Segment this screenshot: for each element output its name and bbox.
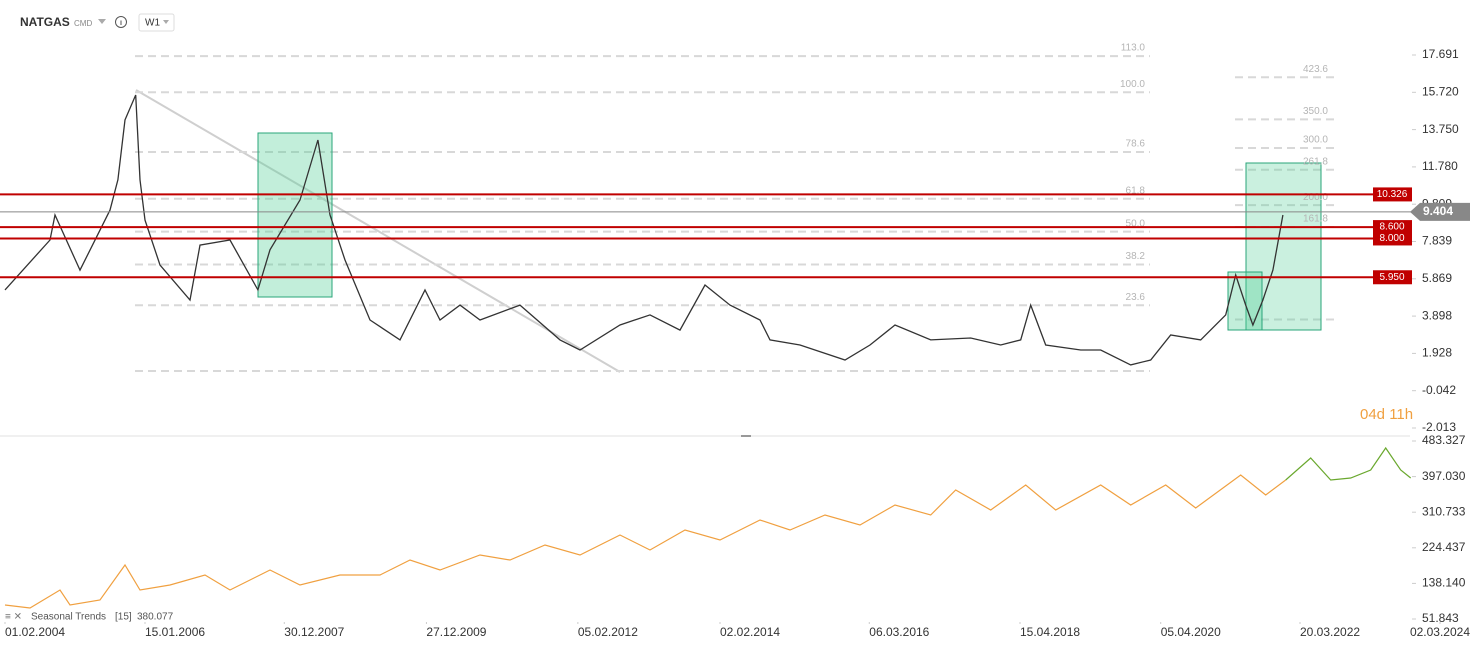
fib-level-label: 23.6: [1126, 292, 1146, 303]
y-tick-label: 15.720: [1422, 84, 1459, 98]
drawing-layer: [135, 55, 1335, 372]
indicator-name: Seasonal Trends: [31, 612, 106, 623]
series-line: [4, 94, 1284, 366]
fib-level-label: 300.0: [1303, 135, 1328, 146]
y-tick-label: 3.898: [1422, 308, 1452, 322]
last-price-tag: [1410, 202, 1470, 221]
fib-level-label: 61.8: [1126, 185, 1146, 196]
indicator-value: 380.077: [137, 612, 174, 623]
y-tick-label: 13.750: [1422, 122, 1459, 136]
level-tag: [1373, 231, 1412, 246]
fib-level-label: 113.0: [1121, 43, 1146, 54]
market: CMD: [74, 19, 92, 28]
level-label: 8.000: [1379, 233, 1404, 244]
level-label: 10.326: [1377, 189, 1408, 200]
x-tick-label: 05.04.2020: [1161, 625, 1221, 639]
fib-level-label: 423.6: [1303, 64, 1328, 75]
series-line: [4, 474, 1287, 609]
level-tag: [1373, 220, 1412, 235]
fib-level-label: 50.0: [1126, 218, 1146, 229]
y-tick-label: 17.691: [1422, 47, 1459, 61]
x-tick-label: 01.02.2004: [5, 625, 65, 639]
y-tick-label: 138.140: [1422, 576, 1466, 590]
x-tick-label: 06.03.2016: [869, 625, 929, 639]
y-tick-label: 7.839: [1422, 234, 1452, 248]
y-tick-label: -2.013: [1422, 420, 1456, 434]
y-tick-label: 11.780: [1422, 159, 1458, 173]
fib-level-label: 200.0: [1303, 192, 1328, 203]
x-tick-label: 20.03.2022: [1300, 625, 1360, 639]
symbol-dropdown[interactable]: [98, 19, 106, 24]
fib-level-label: 261.8: [1303, 156, 1328, 167]
x-tick-label: 02.02.2014: [720, 625, 780, 639]
x-tick-label: 05.02.2012: [578, 625, 638, 639]
indicator-period: [15]: [115, 612, 132, 623]
y-tick-label: 310.733: [1422, 504, 1466, 518]
fib-level-label: 38.2: [1126, 251, 1146, 262]
series-line: [1285, 446, 1412, 481]
last-price-label: 9.404: [1423, 204, 1453, 218]
x-tick-label: 15.01.2006: [145, 625, 205, 639]
level-label: 8.600: [1379, 222, 1404, 233]
interval-select[interactable]: [138, 13, 175, 32]
x-tick-label: 27.12.2009: [426, 625, 486, 639]
y-tick-label: 51.843: [1422, 611, 1459, 625]
y-tick-label: 483.327: [1422, 433, 1466, 447]
symbol[interactable]: NATGAS: [20, 15, 70, 29]
info-icon[interactable]: [115, 16, 127, 28]
y-tick-label: 1.928: [1422, 346, 1452, 360]
x-tick-label: 15.04.2018: [1020, 625, 1080, 639]
y-tick-label: 224.437: [1422, 540, 1466, 554]
level-label: 5.950: [1379, 272, 1404, 283]
indicator-icons[interactable]: ≡ ✕: [5, 612, 22, 623]
x-tick-label: 02.03.2024: [1410, 625, 1470, 639]
level-tag: [1373, 270, 1412, 285]
fib-level-label: 78.6: [1126, 139, 1146, 150]
fib-level-label: 100.0: [1120, 79, 1145, 90]
highlight-box: [1245, 162, 1322, 331]
trend-line: [135, 89, 621, 373]
level-tag: [1373, 187, 1412, 202]
interval-dropdown: [163, 20, 169, 24]
y-tick-label: -0.042: [1422, 383, 1456, 397]
fib-level-label: 161.8: [1303, 214, 1328, 225]
highlight-box: [257, 132, 333, 298]
y-tick-label: 5.869: [1422, 271, 1452, 285]
x-tick-label: 30.12.2007: [284, 625, 344, 639]
fib-level-label: 350.0: [1303, 106, 1328, 117]
y-tick-label: 397.030: [1422, 469, 1466, 483]
countdown: 04d 11h: [1360, 406, 1413, 423]
interval: W1: [145, 18, 160, 29]
